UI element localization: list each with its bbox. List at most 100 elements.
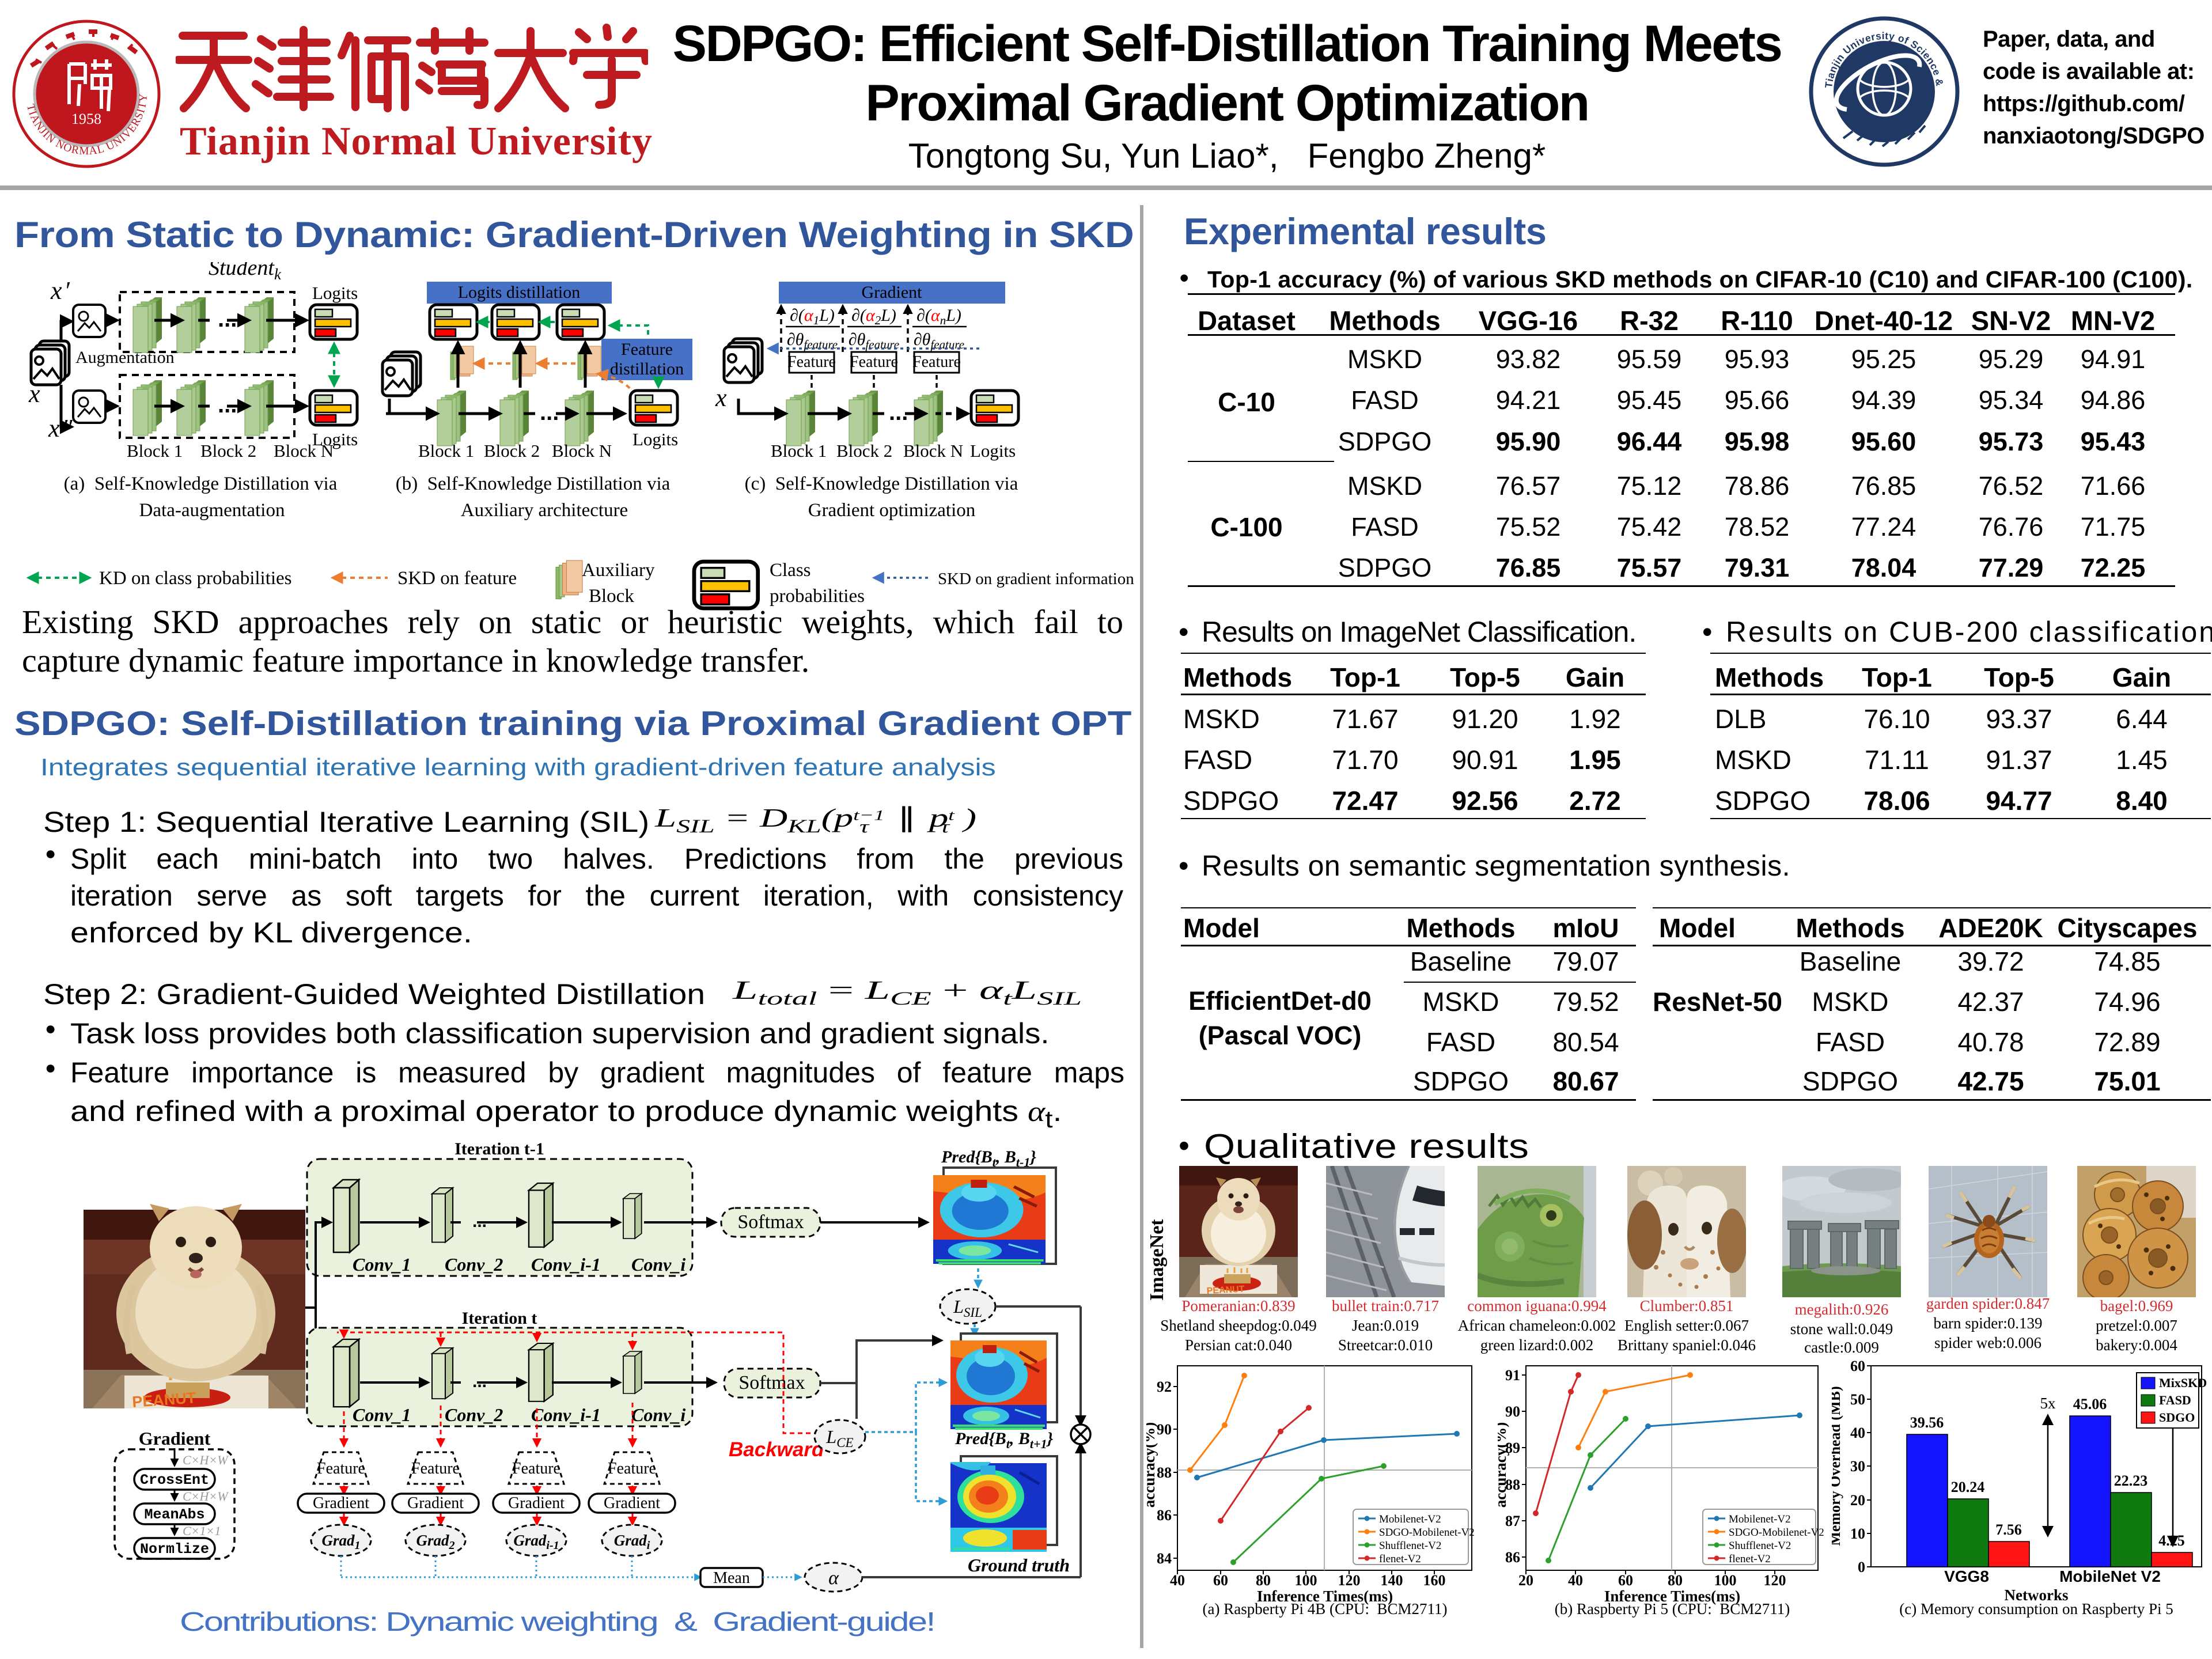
svg-text:Feature: Feature xyxy=(411,1460,460,1478)
svg-text:FASD: FASD xyxy=(2159,1393,2191,1407)
svg-text:Pred{Bt, Bt+1}: Pred{Bt, Bt+1} xyxy=(955,1429,1054,1451)
svg-text:Feature: Feature xyxy=(787,353,836,371)
svg-text:50: 50 xyxy=(1850,1391,1865,1408)
svg-text:92: 92 xyxy=(1157,1378,1172,1395)
svg-text:86: 86 xyxy=(1505,1549,1520,1566)
svg-text:88: 88 xyxy=(1157,1464,1172,1481)
svg-text:accuracy(%): accuracy(%) xyxy=(1498,1422,1509,1508)
svg-text:Block N: Block N xyxy=(903,441,963,461)
svg-text:SDGO-Mobilenet-V2: SDGO-Mobilenet-V2 xyxy=(1729,1527,1824,1539)
svg-text:100: 100 xyxy=(1714,1572,1737,1589)
svg-text:Ground truth: Ground truth xyxy=(968,1555,1070,1575)
svg-text:Feature: Feature xyxy=(850,353,898,371)
svg-text:Augmentation: Augmentation xyxy=(75,348,175,367)
svg-text:x ′: x ′ xyxy=(50,276,70,305)
svg-text:Block 2: Block 2 xyxy=(484,441,540,461)
svg-text:SKD on feature: SKD on feature xyxy=(397,568,517,589)
svg-text:∂(α1L): ∂(α1L) xyxy=(790,306,835,327)
svg-text:Block: Block xyxy=(589,586,634,607)
svg-text:40: 40 xyxy=(1568,1572,1583,1589)
svg-text:Logits: Logits xyxy=(312,429,358,449)
svg-text:Mean: Mean xyxy=(713,1569,750,1587)
svg-text:Auxiliary architecture: Auxiliary architecture xyxy=(461,500,628,521)
svg-text:Gradi: Gradi xyxy=(614,1532,650,1552)
svg-text:40: 40 xyxy=(1850,1425,1865,1441)
svg-text:Logits: Logits xyxy=(970,441,1016,461)
svg-text:1958: 1958 xyxy=(71,111,101,127)
svg-text:Shufflenet-V2: Shufflenet-V2 xyxy=(1379,1540,1441,1552)
svg-text:Grad1: Grad1 xyxy=(321,1532,360,1552)
svg-text:flenet-V2: flenet-V2 xyxy=(1379,1553,1421,1565)
svg-text:22.23: 22.23 xyxy=(2114,1472,2148,1489)
svg-text:Gradient: Gradient xyxy=(313,1494,369,1512)
svg-text:...: ... xyxy=(472,1372,487,1391)
svg-text:Gradient: Gradient xyxy=(508,1494,565,1512)
svg-text:probabilities: probabilities xyxy=(770,586,865,607)
svg-text:flenet-V2: flenet-V2 xyxy=(1729,1553,1771,1565)
svg-text:Iteration t: Iteration t xyxy=(462,1309,537,1328)
svg-text:Networks: Networks xyxy=(2005,1586,2069,1604)
svg-text:7.56: 7.56 xyxy=(1995,1521,2022,1538)
svg-text:60: 60 xyxy=(1850,1358,1865,1374)
svg-text:Iteration t-1: Iteration t-1 xyxy=(454,1141,544,1158)
svg-text:Mobilenet-V2: Mobilenet-V2 xyxy=(1379,1513,1441,1525)
svg-text:Grad2: Grad2 xyxy=(416,1532,454,1552)
svg-text:LCE: LCE xyxy=(825,1426,853,1450)
svg-text:160: 160 xyxy=(1423,1572,1446,1589)
svg-text:Block 2: Block 2 xyxy=(200,441,256,461)
svg-text:Logits: Logits xyxy=(632,429,678,449)
svg-text:∂(α2L): ∂(α2L) xyxy=(851,306,896,327)
svg-text:Conv_i-1: Conv_i-1 xyxy=(531,1404,601,1425)
svg-text:5x: 5x xyxy=(2040,1395,2056,1412)
svg-text:120: 120 xyxy=(1338,1572,1361,1589)
svg-text:Feature: Feature xyxy=(512,1460,560,1478)
svg-text:Feature: Feature xyxy=(912,353,961,371)
svg-text:90: 90 xyxy=(1505,1403,1520,1420)
svg-text:60: 60 xyxy=(1213,1572,1228,1589)
svg-text:100: 100 xyxy=(1295,1572,1317,1589)
svg-text:84: 84 xyxy=(1157,1550,1172,1567)
svg-text:MobileNet V2: MobileNet V2 xyxy=(2059,1567,2161,1585)
svg-text:∂(αnL): ∂(αnL) xyxy=(916,306,961,327)
svg-text:80: 80 xyxy=(1668,1572,1683,1589)
svg-text:Class: Class xyxy=(770,560,811,581)
svg-text:(a) Self-Knowledge Distillatio: (a) Self-Knowledge Distillation via xyxy=(64,474,338,494)
svg-text:Logits distillation: Logits distillation xyxy=(458,283,581,302)
svg-text:Block 1: Block 1 xyxy=(418,441,474,461)
svg-text:MixSKD: MixSKD xyxy=(2159,1376,2207,1390)
svg-text:Feature: Feature xyxy=(621,340,673,359)
svg-text:...: ... xyxy=(889,400,908,425)
svg-text:91: 91 xyxy=(1505,1367,1520,1384)
svg-text:C×1×1: C×1×1 xyxy=(183,1524,221,1538)
svg-text:(c) Self-Knowledge Distillatio: (c) Self-Knowledge Distillation via xyxy=(745,474,1018,494)
svg-text:SKD on gradient information: SKD on gradient information xyxy=(938,570,1134,588)
svg-text:Memory Overhead (MB): Memory Overhead (MB) xyxy=(1832,1386,1843,1546)
svg-text:Block 1: Block 1 xyxy=(127,441,183,461)
svg-text:x: x xyxy=(28,380,40,408)
svg-text:20: 20 xyxy=(1518,1572,1533,1589)
svg-text:Feature: Feature xyxy=(608,1460,656,1478)
svg-text:SDGO-Mobilenet-V2: SDGO-Mobilenet-V2 xyxy=(1379,1527,1475,1539)
svg-text:Block N: Block N xyxy=(552,441,612,461)
svg-text:Gradient: Gradient xyxy=(407,1494,464,1512)
svg-text:MeanAbs: MeanAbs xyxy=(144,1506,204,1523)
svg-text:Logits: Logits xyxy=(312,283,358,303)
svg-text:Gradient optimization: Gradient optimization xyxy=(808,500,976,521)
svg-text:30: 30 xyxy=(1850,1458,1865,1475)
svg-text:45.06: 45.06 xyxy=(2073,1396,2107,1412)
svg-text:Normlize: Normlize xyxy=(140,1541,209,1558)
svg-text:(b) Self-Knowledge Distillatio: (b) Self-Knowledge Distillation via xyxy=(396,474,671,494)
svg-text:87: 87 xyxy=(1505,1513,1520,1529)
svg-text:SDGO: SDGO xyxy=(2159,1410,2195,1425)
svg-text:Block 2: Block 2 xyxy=(836,441,892,461)
svg-text:Data-augmentation: Data-augmentation xyxy=(139,500,285,521)
svg-text:140: 140 xyxy=(1381,1572,1403,1589)
svg-text:88: 88 xyxy=(1505,1476,1520,1493)
svg-text:Mobilenet-V2: Mobilenet-V2 xyxy=(1729,1513,1791,1525)
svg-text:Conv_i: Conv_i xyxy=(631,1404,685,1425)
svg-text:20: 20 xyxy=(1850,1492,1865,1509)
svg-text:Gradient: Gradient xyxy=(139,1428,211,1449)
svg-text:Pred{Bt, Bt-1}: Pred{Bt, Bt-1} xyxy=(941,1147,1036,1169)
svg-text:...: ... xyxy=(540,400,559,425)
svg-text:Gradient: Gradient xyxy=(862,283,923,302)
